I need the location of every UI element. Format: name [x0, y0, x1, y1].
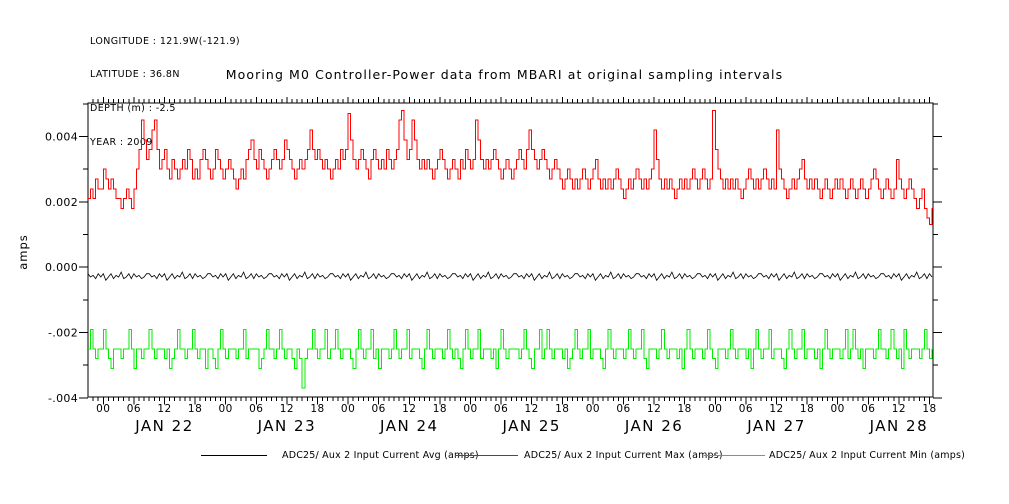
x-axis-hour-label: 06: [616, 403, 630, 415]
legend-line-min: [704, 455, 765, 456]
x-axis-hour-label: 06: [494, 403, 508, 415]
x-axis-hour-label: 00: [463, 403, 477, 415]
y-axis-tick-label: -.002: [48, 327, 78, 340]
y-axis-label: amps: [16, 234, 30, 270]
year-text: YEAR : 2009: [90, 137, 153, 149]
chart-title: Mooring M0 Controller-Power data from MB…: [225, 67, 784, 82]
series-min-line: [88, 328, 933, 389]
x-axis-hour-label: 00: [831, 403, 845, 415]
legend-label-min: ADC25/ Aux 2 Input Current Min (amps): [769, 450, 966, 461]
x-axis-hour-label: 00: [341, 403, 355, 415]
day-label: JAN 23: [257, 417, 317, 435]
y-axis-tick-label: 0.002: [45, 196, 78, 209]
x-axis-hour-label: 18: [800, 403, 814, 415]
x-axis-hour-label: 00: [96, 403, 110, 415]
x-axis-hour-label: 18: [310, 403, 324, 415]
y-axis-tick-label: 0.000: [45, 261, 78, 274]
x-axis-hour-label: 18: [188, 403, 202, 415]
x-axis-hour-label: 12: [402, 403, 416, 415]
x-axis-hour-label: 12: [769, 403, 783, 415]
y-axis-tick-label: 0.004: [45, 131, 78, 144]
x-axis-hour-label: 12: [280, 403, 294, 415]
day-label: JAN 22: [134, 417, 194, 435]
day-label: JAN 27: [746, 417, 806, 435]
day-label: JAN 25: [501, 417, 561, 435]
day-label: JAN 28: [869, 417, 929, 435]
day-label: JAN 26: [624, 417, 684, 435]
x-axis-hour-label: 18: [922, 403, 936, 415]
legend-line-max: [455, 455, 518, 456]
legend-line-avg: [201, 455, 267, 456]
x-axis-hour-label: 06: [372, 403, 386, 415]
depth-text: DEPTH (m) : -2.5: [90, 103, 176, 115]
legend-label-max: ADC25/ Aux 2 Input Current Max (amps): [524, 450, 723, 461]
x-axis-hour-label: 12: [892, 403, 906, 415]
x-axis-hour-label: 18: [555, 403, 569, 415]
legend-label-avg: ADC25/ Aux 2 Input Current Avg (amps): [282, 450, 479, 461]
y-axis-tick-label: -.004: [48, 392, 78, 405]
x-axis-hour-label: 00: [586, 403, 600, 415]
x-axis-hour-label: 06: [127, 403, 141, 415]
x-axis-hour-label: 12: [525, 403, 539, 415]
latitude-text: LATITUDE : 36.8N: [90, 69, 180, 81]
x-axis-hour-label: 12: [647, 403, 661, 415]
x-axis-hour-label: 06: [861, 403, 875, 415]
x-axis-hour-label: 06: [249, 403, 263, 415]
longitude-text: LONGITUDE : 121.9W(-121.9): [90, 35, 241, 47]
x-axis-hour-label: 18: [678, 403, 692, 415]
x-axis-hour-label: 18: [433, 403, 447, 415]
station-metadata: LONGITUDE : 121.9W(-121.9) LATITUDE : 36…: [90, 13, 240, 171]
plot-frame: [87, 102, 934, 398]
series-max-line: [88, 109, 933, 226]
series-avg-line: [87, 271, 933, 282]
x-axis-hour-label: 12: [157, 403, 171, 415]
day-label: JAN 24: [379, 417, 439, 435]
x-axis-hour-label: 06: [739, 403, 753, 415]
x-axis-hour-label: 00: [219, 403, 233, 415]
x-axis-hour-label: 00: [708, 403, 722, 415]
